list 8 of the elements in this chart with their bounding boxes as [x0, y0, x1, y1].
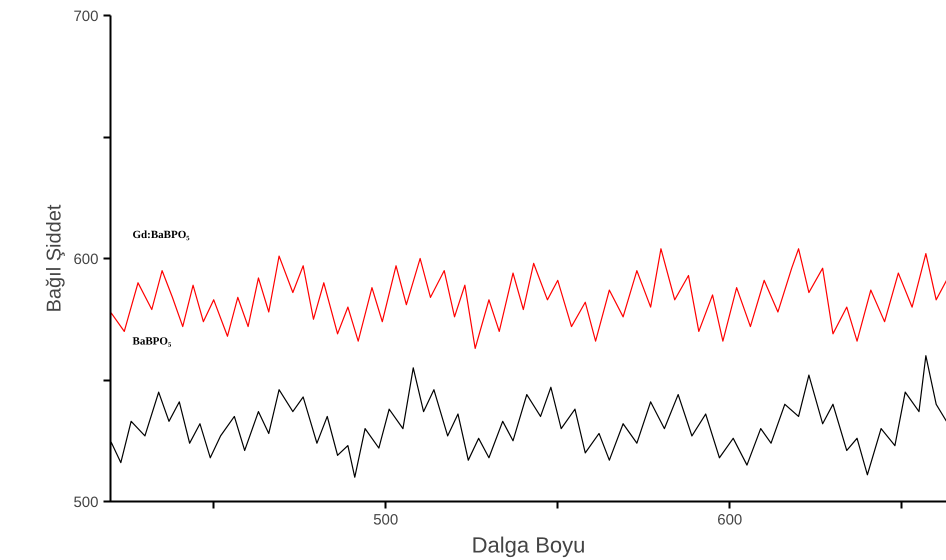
y-tick-label: 600 [73, 251, 99, 268]
annotation: Gd:BaBPO₅ [132, 228, 190, 241]
y-axis-title: Bağıl Şiddet [43, 204, 66, 312]
y-tick-label: 700 [73, 8, 99, 25]
y-tick-label: 500 [73, 494, 99, 511]
annotation: BaBPO₅ [132, 336, 172, 348]
line-series [110, 248, 946, 350]
x-axis-title: Dalga Boyu [472, 532, 586, 558]
